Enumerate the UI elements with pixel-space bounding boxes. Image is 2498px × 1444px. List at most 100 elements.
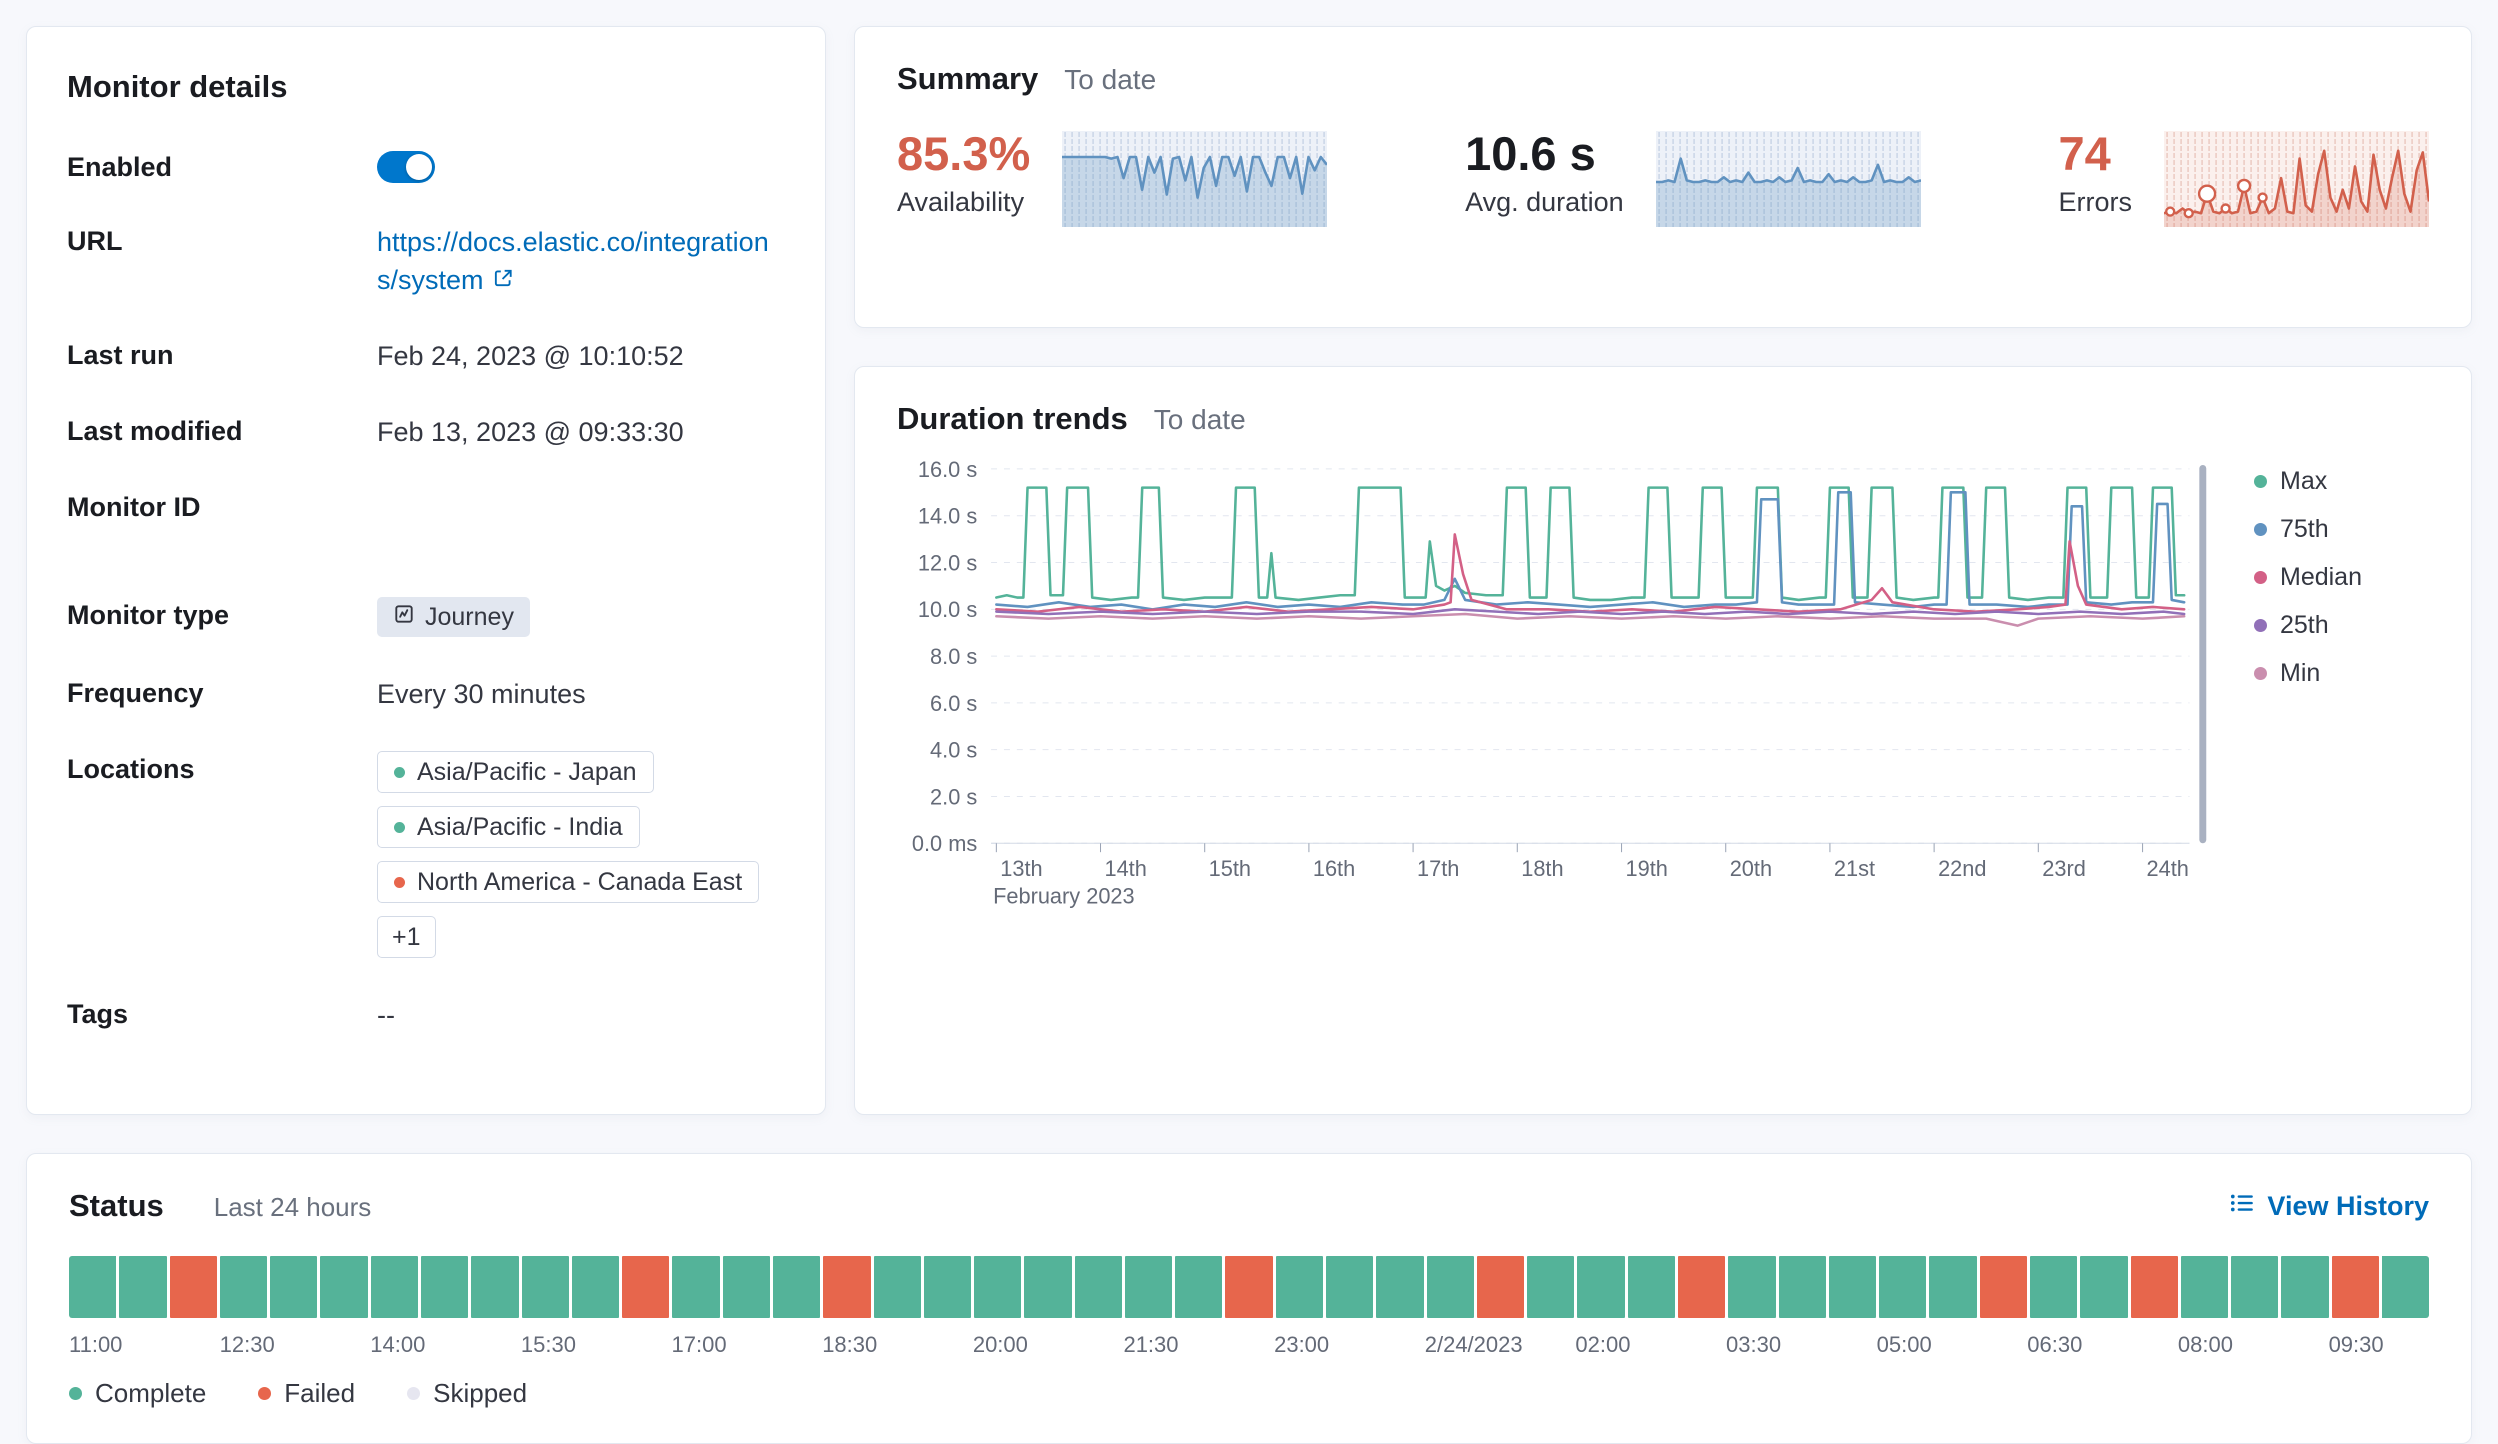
status-block-complete[interactable] xyxy=(1275,1256,1324,1318)
status-block-complete[interactable] xyxy=(2381,1256,2430,1318)
status-block-complete[interactable] xyxy=(370,1256,418,1318)
status-block-complete[interactable] xyxy=(2180,1256,2229,1318)
status-block-complete[interactable] xyxy=(1879,1256,1927,1318)
url-row: URL https://docs.elastic.co/integrations… xyxy=(67,223,785,299)
url-label: URL xyxy=(67,226,123,256)
view-history-link[interactable]: View History xyxy=(2229,1190,2429,1223)
errors-metric: 74 Errors xyxy=(2059,127,2429,227)
status-block-complete[interactable] xyxy=(1426,1256,1474,1318)
status-block-failed[interactable] xyxy=(2331,1256,2379,1318)
status-block-complete[interactable] xyxy=(1577,1256,1625,1318)
status-block-complete[interactable] xyxy=(69,1256,117,1318)
status-block-complete[interactable] xyxy=(2281,1256,2329,1318)
legend-label: Skipped xyxy=(433,1378,528,1408)
summary-subtitle: To date xyxy=(1064,64,1157,95)
status-block-failed[interactable] xyxy=(1225,1256,1273,1318)
toggle-knob xyxy=(406,154,432,180)
avg-duration-label: Avg. duration xyxy=(1465,187,1624,217)
status-axis-label: 14:00 xyxy=(370,1332,426,1357)
svg-text:21st: 21st xyxy=(1834,856,1875,881)
frequency-label: Frequency xyxy=(67,678,204,708)
right-column: Summary To date 85.3% Availability 10.6 … xyxy=(854,26,2472,1115)
status-block-complete[interactable] xyxy=(1326,1256,1374,1318)
status-block-failed[interactable] xyxy=(823,1256,871,1318)
status-block-complete[interactable] xyxy=(119,1256,167,1318)
status-block-complete[interactable] xyxy=(471,1256,519,1318)
status-block-complete[interactable] xyxy=(219,1256,268,1318)
status-block-complete[interactable] xyxy=(1828,1256,1877,1318)
location-status-dot xyxy=(394,821,405,833)
last-run-value: Feb 24, 2023 @ 10:10:52 xyxy=(377,341,684,371)
status-axis-label: 11:00 xyxy=(69,1332,123,1357)
status-block-complete[interactable] xyxy=(320,1256,368,1318)
legend-item-75th[interactable]: 75th xyxy=(2254,515,2429,544)
status-block-complete[interactable] xyxy=(672,1256,720,1318)
status-block-complete[interactable] xyxy=(1074,1256,1122,1318)
svg-text:2.0 s: 2.0 s xyxy=(930,784,977,809)
status-block-complete[interactable] xyxy=(923,1256,972,1318)
svg-text:13th: 13th xyxy=(1000,856,1042,881)
status-block-complete[interactable] xyxy=(1527,1256,1575,1318)
legend-dot xyxy=(2254,571,2267,584)
status-axis-label: 15:30 xyxy=(520,1332,576,1357)
availability-label: Availability xyxy=(897,187,1025,217)
status-axis-label: 12:30 xyxy=(219,1332,275,1357)
list-icon xyxy=(2229,1190,2255,1223)
status-axis-label: 09:30 xyxy=(2328,1332,2384,1357)
enabled-toggle[interactable] xyxy=(377,151,435,183)
monitor-url-link[interactable]: https://docs.elastic.co/integrations/sys… xyxy=(377,227,769,295)
status-block-complete[interactable] xyxy=(521,1256,569,1318)
locations-row: Locations Asia/Pacific - Japan Asia/Pacif… xyxy=(67,751,785,958)
status-axis-label: 18:30 xyxy=(822,1332,878,1357)
view-history-label: View History xyxy=(2267,1191,2429,1221)
synthetics-monitor-page: Monitor details Enabled URL https://docs… xyxy=(26,26,2472,1444)
status-block-complete[interactable] xyxy=(571,1256,620,1318)
status-block-complete[interactable] xyxy=(722,1256,770,1318)
status-block-failed[interactable] xyxy=(1678,1256,1726,1318)
legend-item-min[interactable]: Min xyxy=(2254,659,2429,688)
status-block-complete[interactable] xyxy=(2080,1256,2128,1318)
status-block-failed[interactable] xyxy=(622,1256,670,1318)
frequency-row: Frequency Every 30 minutes xyxy=(67,675,785,713)
svg-text:4.0 s: 4.0 s xyxy=(930,738,977,763)
legend-dot xyxy=(2254,667,2267,680)
status-legend-item-complete: Complete xyxy=(69,1378,206,1409)
status-title: Status xyxy=(69,1188,164,1223)
last-run-label: Last run xyxy=(67,340,174,370)
status-block-complete[interactable] xyxy=(1627,1256,1675,1318)
legend-item-25th[interactable]: 25th xyxy=(2254,611,2429,640)
status-block-complete[interactable] xyxy=(873,1256,921,1318)
duration-trends-chart: 16.0 s 14.0 s 12.0 s 10.0 s 8.0 s 6.0 s 4.0 s 2… xyxy=(912,459,2207,909)
status-axis: 11:00 12:30 14:00 15:30 17:00 18:30 20:00 21:30… xyxy=(69,1326,2429,1362)
status-block-complete[interactable] xyxy=(974,1256,1022,1318)
location-badge: North America - Canada East xyxy=(377,861,760,903)
svg-text:23rd: 23rd xyxy=(2042,856,2086,881)
legend-item-median[interactable]: Median xyxy=(2254,563,2429,592)
status-block-failed[interactable] xyxy=(169,1256,217,1318)
locations-more-badge[interactable]: +1 xyxy=(377,916,436,958)
legend-item-max[interactable]: Max xyxy=(2254,467,2429,496)
legend-dot xyxy=(407,1387,421,1400)
location-status-dot xyxy=(394,876,405,888)
status-block-complete[interactable] xyxy=(1728,1256,1776,1318)
status-block-failed[interactable] xyxy=(1476,1256,1525,1318)
status-axis-label: 21:30 xyxy=(1123,1332,1179,1357)
monitor-url-text: https://docs.elastic.co/integrations/sys… xyxy=(377,227,769,295)
status-block-complete[interactable] xyxy=(1778,1256,1826,1318)
svg-text:8.0 s: 8.0 s xyxy=(930,644,977,669)
monitor-type-value: Journey xyxy=(425,603,514,631)
status-block-complete[interactable] xyxy=(1376,1256,1424,1318)
status-block-complete[interactable] xyxy=(270,1256,318,1318)
status-block-failed[interactable] xyxy=(1979,1256,2027,1318)
monitor-id-row: Monitor ID xyxy=(67,489,785,525)
status-block-complete[interactable] xyxy=(2231,1256,2279,1318)
status-block-complete[interactable] xyxy=(1929,1256,1977,1318)
status-block-complete[interactable] xyxy=(1024,1256,1072,1318)
avg-duration-sparkline xyxy=(1655,131,1921,227)
status-block-complete[interactable] xyxy=(2029,1256,2078,1318)
status-block-complete[interactable] xyxy=(1124,1256,1173,1318)
status-block-failed[interactable] xyxy=(2130,1256,2178,1318)
status-block-complete[interactable] xyxy=(420,1256,469,1318)
status-block-complete[interactable] xyxy=(1175,1256,1223,1318)
status-block-complete[interactable] xyxy=(772,1256,821,1318)
